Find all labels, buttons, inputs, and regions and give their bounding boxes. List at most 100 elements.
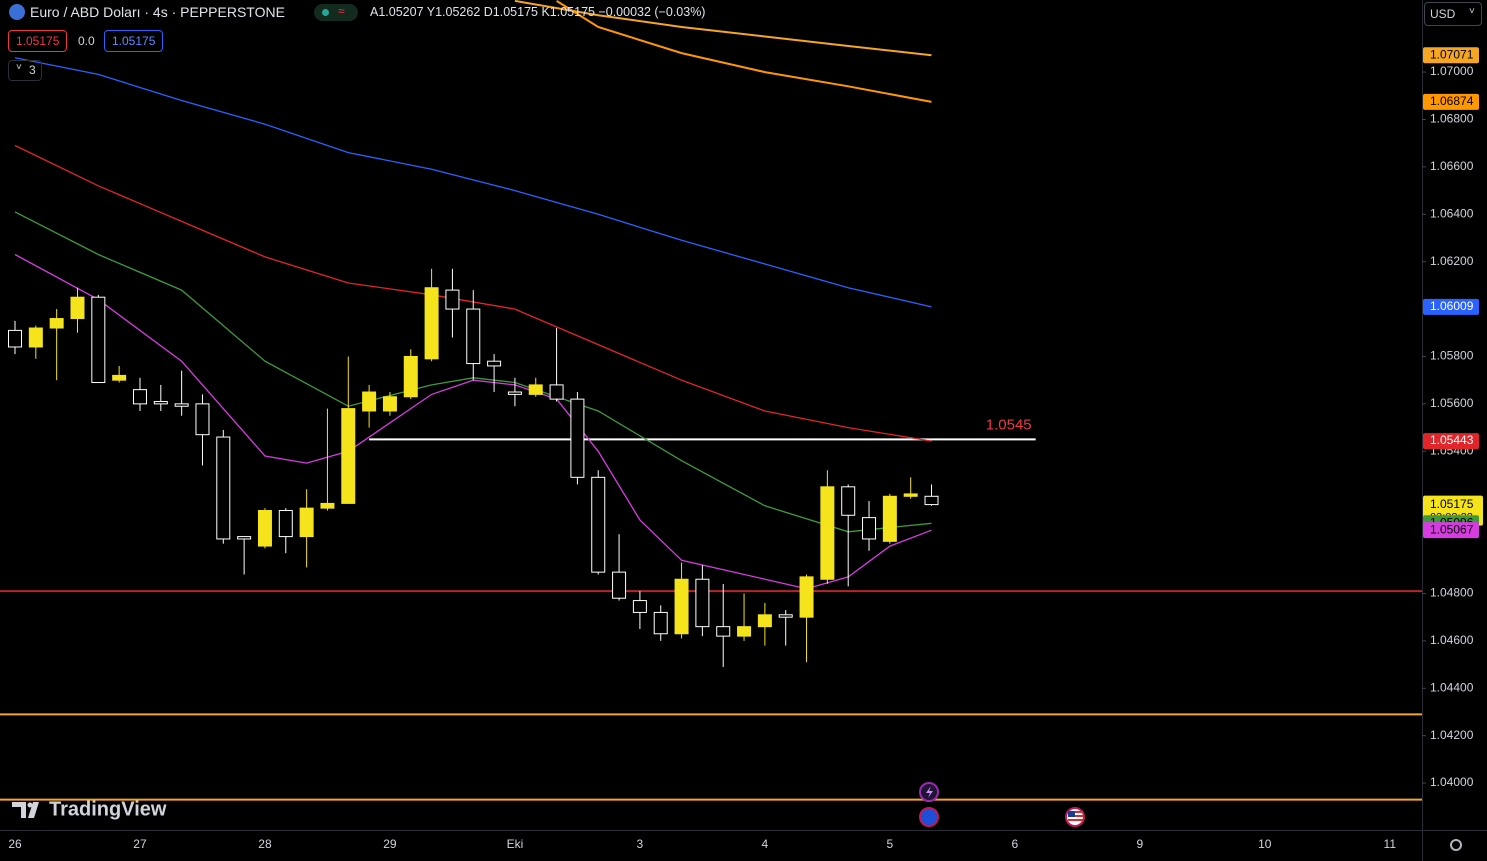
lightning-icon: [926, 786, 933, 798]
candle-body: [862, 517, 877, 540]
candle-body: [299, 507, 314, 538]
x-tick-label: 28: [258, 837, 272, 851]
delay-icon: ≈: [338, 4, 345, 18]
candle-body: [570, 398, 585, 478]
candle-body: [924, 495, 939, 506]
last-price: 1.05175: [1430, 497, 1474, 511]
x-tick-label: 9: [1136, 837, 1143, 851]
candle-body: [445, 289, 460, 310]
y-tick-label: 1.06200: [1430, 254, 1474, 268]
chevron: ˅: [16, 62, 22, 73]
currency-select[interactable]: USD ˅: [1424, 2, 1482, 26]
settings-icon[interactable]: [1450, 839, 1462, 851]
price-badge: [1423, 298, 1479, 315]
candle-body: [737, 626, 752, 637]
x-tick-label: 11: [1384, 837, 1397, 851]
candle-body: [362, 391, 377, 412]
price-badge: [1423, 522, 1479, 539]
candle-body: [112, 374, 127, 381]
candle-body: [612, 571, 627, 599]
price-badge: [1423, 93, 1479, 110]
candle-body: [528, 384, 543, 395]
x-tick-label: 3: [637, 837, 644, 851]
symbol-icon: [9, 4, 25, 20]
status-pill[interactable]: ≈: [314, 4, 358, 21]
candle-body: [237, 536, 252, 540]
spread: 0.0: [78, 34, 95, 48]
y-tick-label: 1.04400: [1430, 680, 1474, 694]
y-tick-label: 1.06400: [1430, 206, 1474, 220]
ma-line: [556, 0, 932, 103]
candle-body: [28, 327, 43, 348]
price-badge-label: 1.06874: [1430, 94, 1474, 108]
candle-body: [91, 296, 106, 384]
candle-body: [487, 360, 502, 367]
x-tick-label: 10: [1258, 837, 1272, 851]
candle-body: [903, 493, 918, 497]
candle-body: [341, 408, 356, 504]
candle-body: [132, 389, 147, 405]
sell-button[interactable]: 1.05175: [8, 30, 68, 52]
candle-body: [674, 578, 689, 635]
y-tick-label: 1.04800: [1430, 586, 1474, 600]
y-tick-label: 1.04600: [1430, 633, 1474, 647]
indicator-count: 3: [29, 63, 36, 77]
x-tick-label: 5: [887, 837, 894, 851]
candle-body: [591, 476, 606, 573]
candle-body: [320, 502, 335, 509]
ohlc-values: A1.05207 Y1.05262 D1.05175 K1.05175 −0.0…: [370, 5, 706, 19]
symbol-title[interactable]: Euro / ABD Doları · 4s · PEPPERSTONE: [30, 4, 285, 20]
y-tick-label: 1.04200: [1430, 728, 1474, 742]
candle-body: [49, 318, 64, 329]
candle-body: [70, 296, 85, 320]
y-tick-label: 1.05600: [1430, 396, 1474, 410]
candle-body: [632, 600, 647, 613]
us-flag-canton: [1068, 811, 1075, 817]
brand: TradingView: [49, 798, 167, 820]
candle-body: [403, 355, 418, 398]
candle-body: [882, 495, 897, 542]
price-badge-label: 1.05067: [1430, 522, 1474, 536]
ma-line: [514, 0, 932, 57]
candle-body: [257, 510, 272, 547]
candle-body: [695, 578, 710, 628]
y-tick-label: 1.06600: [1430, 159, 1474, 173]
candle-body: [174, 403, 189, 407]
ma-line: [14, 57, 932, 308]
candle-body: [507, 391, 522, 395]
candle-body: [278, 510, 293, 538]
x-tick-label: 26: [8, 837, 22, 851]
candle-body: [841, 486, 856, 516]
price-badge: [1423, 433, 1479, 450]
candle-body: [153, 400, 168, 405]
price-badge-label: 1.07071: [1430, 47, 1474, 61]
candle-body: [716, 626, 731, 637]
candle-body: [195, 403, 210, 436]
price-badge: [1423, 47, 1479, 64]
currency: USD: [1430, 7, 1456, 21]
price-badge-label: 1.06009: [1430, 299, 1474, 313]
indicators-toggle[interactable]: ˅ 3: [8, 60, 42, 81]
candle-body: [778, 614, 793, 618]
candle-body: [799, 576, 814, 618]
candle-body: [424, 287, 439, 360]
y-tick-label: 1.04000: [1430, 775, 1474, 789]
x-tick-label: 27: [133, 837, 147, 851]
logo-dot: [27, 802, 33, 808]
y-tick-label: 1.07000: [1430, 64, 1474, 78]
candle-body: [549, 384, 564, 400]
market-open-dot: [322, 9, 329, 16]
candle-body: [466, 308, 481, 365]
x-tick-label: Eki: [507, 837, 524, 851]
candle-body: [820, 486, 835, 580]
eu-event-icon[interactable]: [919, 807, 939, 827]
candle-body: [757, 614, 772, 628]
axes: 1.07000 1.06800 1.06600 1.06400 1.06200 1.058…: [8, 47, 1483, 851]
line-label: 1.0545: [986, 416, 1032, 433]
y-tick-label: 1.06800: [1430, 112, 1474, 126]
candle-body: [653, 611, 668, 635]
buy-button[interactable]: 1.05175: [104, 30, 164, 52]
